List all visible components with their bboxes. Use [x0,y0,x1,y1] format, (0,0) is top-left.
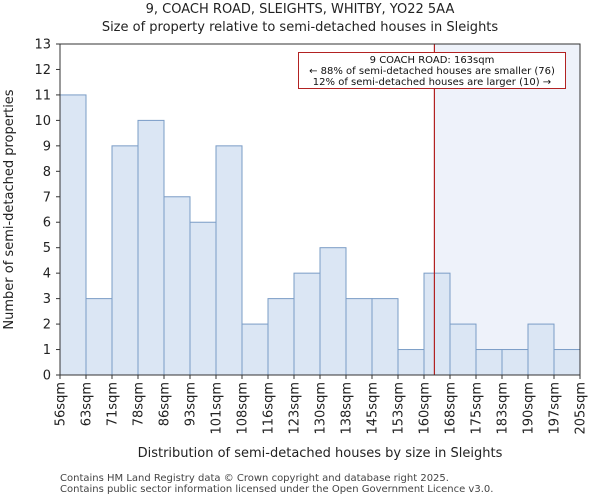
y-tick-label: 6 [43,216,51,231]
y-tick-label: 9 [43,139,51,154]
x-tick-label: 183sqm [496,382,511,435]
x-tick-label: 71sqm [106,382,121,426]
x-tick-label: 168sqm [444,382,459,435]
y-tick-label: 12 [34,63,51,78]
x-tick-label: 175sqm [470,382,485,435]
histogram-bar [85,298,113,376]
x-tick-label: 197sqm [548,382,563,435]
histogram-bar [423,272,451,376]
histogram-bar [137,119,165,376]
footer-copyright: Contains HM Land Registry data © Crown c… [60,473,449,484]
x-axis-title: Distribution of semi-detached houses by … [138,446,503,461]
annotation-property-label: 9 COACH ROAD: 163sqm [369,55,495,66]
y-tick-label: 1 [43,343,51,358]
x-tick-label: 205sqm [574,382,589,435]
histogram-bar [371,298,399,376]
x-tick-label: 56sqm [54,382,69,426]
x-tick-label: 153sqm [392,382,407,435]
histogram-bar [241,323,269,376]
footer-licence: Contains public sector information licen… [60,484,494,495]
histogram-bar [293,272,321,376]
histogram-bar [553,349,581,376]
y-axis-title: Number of semi-detached properties [2,89,17,329]
histogram-bar [163,196,191,376]
x-tick-label: 138sqm [340,382,355,435]
x-tick-label: 145sqm [366,382,381,435]
y-tick-label: 8 [43,165,51,180]
histogram-bar [501,349,529,376]
histogram-bar [345,298,373,376]
y-tick-label: 11 [34,88,51,103]
x-tick-label: 63sqm [80,382,95,426]
x-tick-label: 78sqm [132,382,147,426]
histogram-bar [267,298,295,376]
annotation-larger-text: 12% of semi-detached houses are larger (… [312,77,552,88]
x-tick-label: 86sqm [158,382,173,426]
histogram-bar [475,349,503,376]
histogram-bar [397,349,425,376]
larger-region-shading [434,44,580,375]
histogram-bar [527,323,555,376]
x-tick-label: 160sqm [418,382,433,435]
histogram-bar [449,323,477,376]
histogram-bar [189,221,217,376]
chart-title: 9, COACH ROAD, SLEIGHTS, WHITBY, YO22 5A… [145,2,455,17]
property-annotation-box: 9 COACH ROAD: 163sqm ← 88% of semi-detac… [298,52,566,89]
x-tick-label: 116sqm [262,382,277,435]
y-tick-label: 7 [43,190,51,205]
x-tick-label: 123sqm [288,382,303,435]
y-tick-label: 10 [34,114,51,129]
y-tick-label: 13 [34,38,51,53]
x-tick-label: 108sqm [236,382,251,435]
histogram-bar [111,145,139,376]
x-tick-label: 101sqm [210,382,225,435]
annotation-smaller-text: ← 88% of semi-detached houses are smalle… [309,66,555,77]
histogram-bar [319,247,347,376]
y-tick-label: 2 [43,318,51,333]
histogram-bar [59,94,87,376]
chart-subtitle: Size of property relative to semi-detach… [101,20,499,35]
y-tick-label: 5 [43,241,51,256]
y-tick-label: 4 [43,267,51,282]
histogram-bar [215,145,243,376]
x-tick-label: 93sqm [184,382,199,426]
x-tick-label: 190sqm [522,382,537,435]
x-tick-label: 130sqm [314,382,329,435]
y-tick-label: 0 [43,369,51,384]
y-tick-label: 3 [43,292,51,307]
